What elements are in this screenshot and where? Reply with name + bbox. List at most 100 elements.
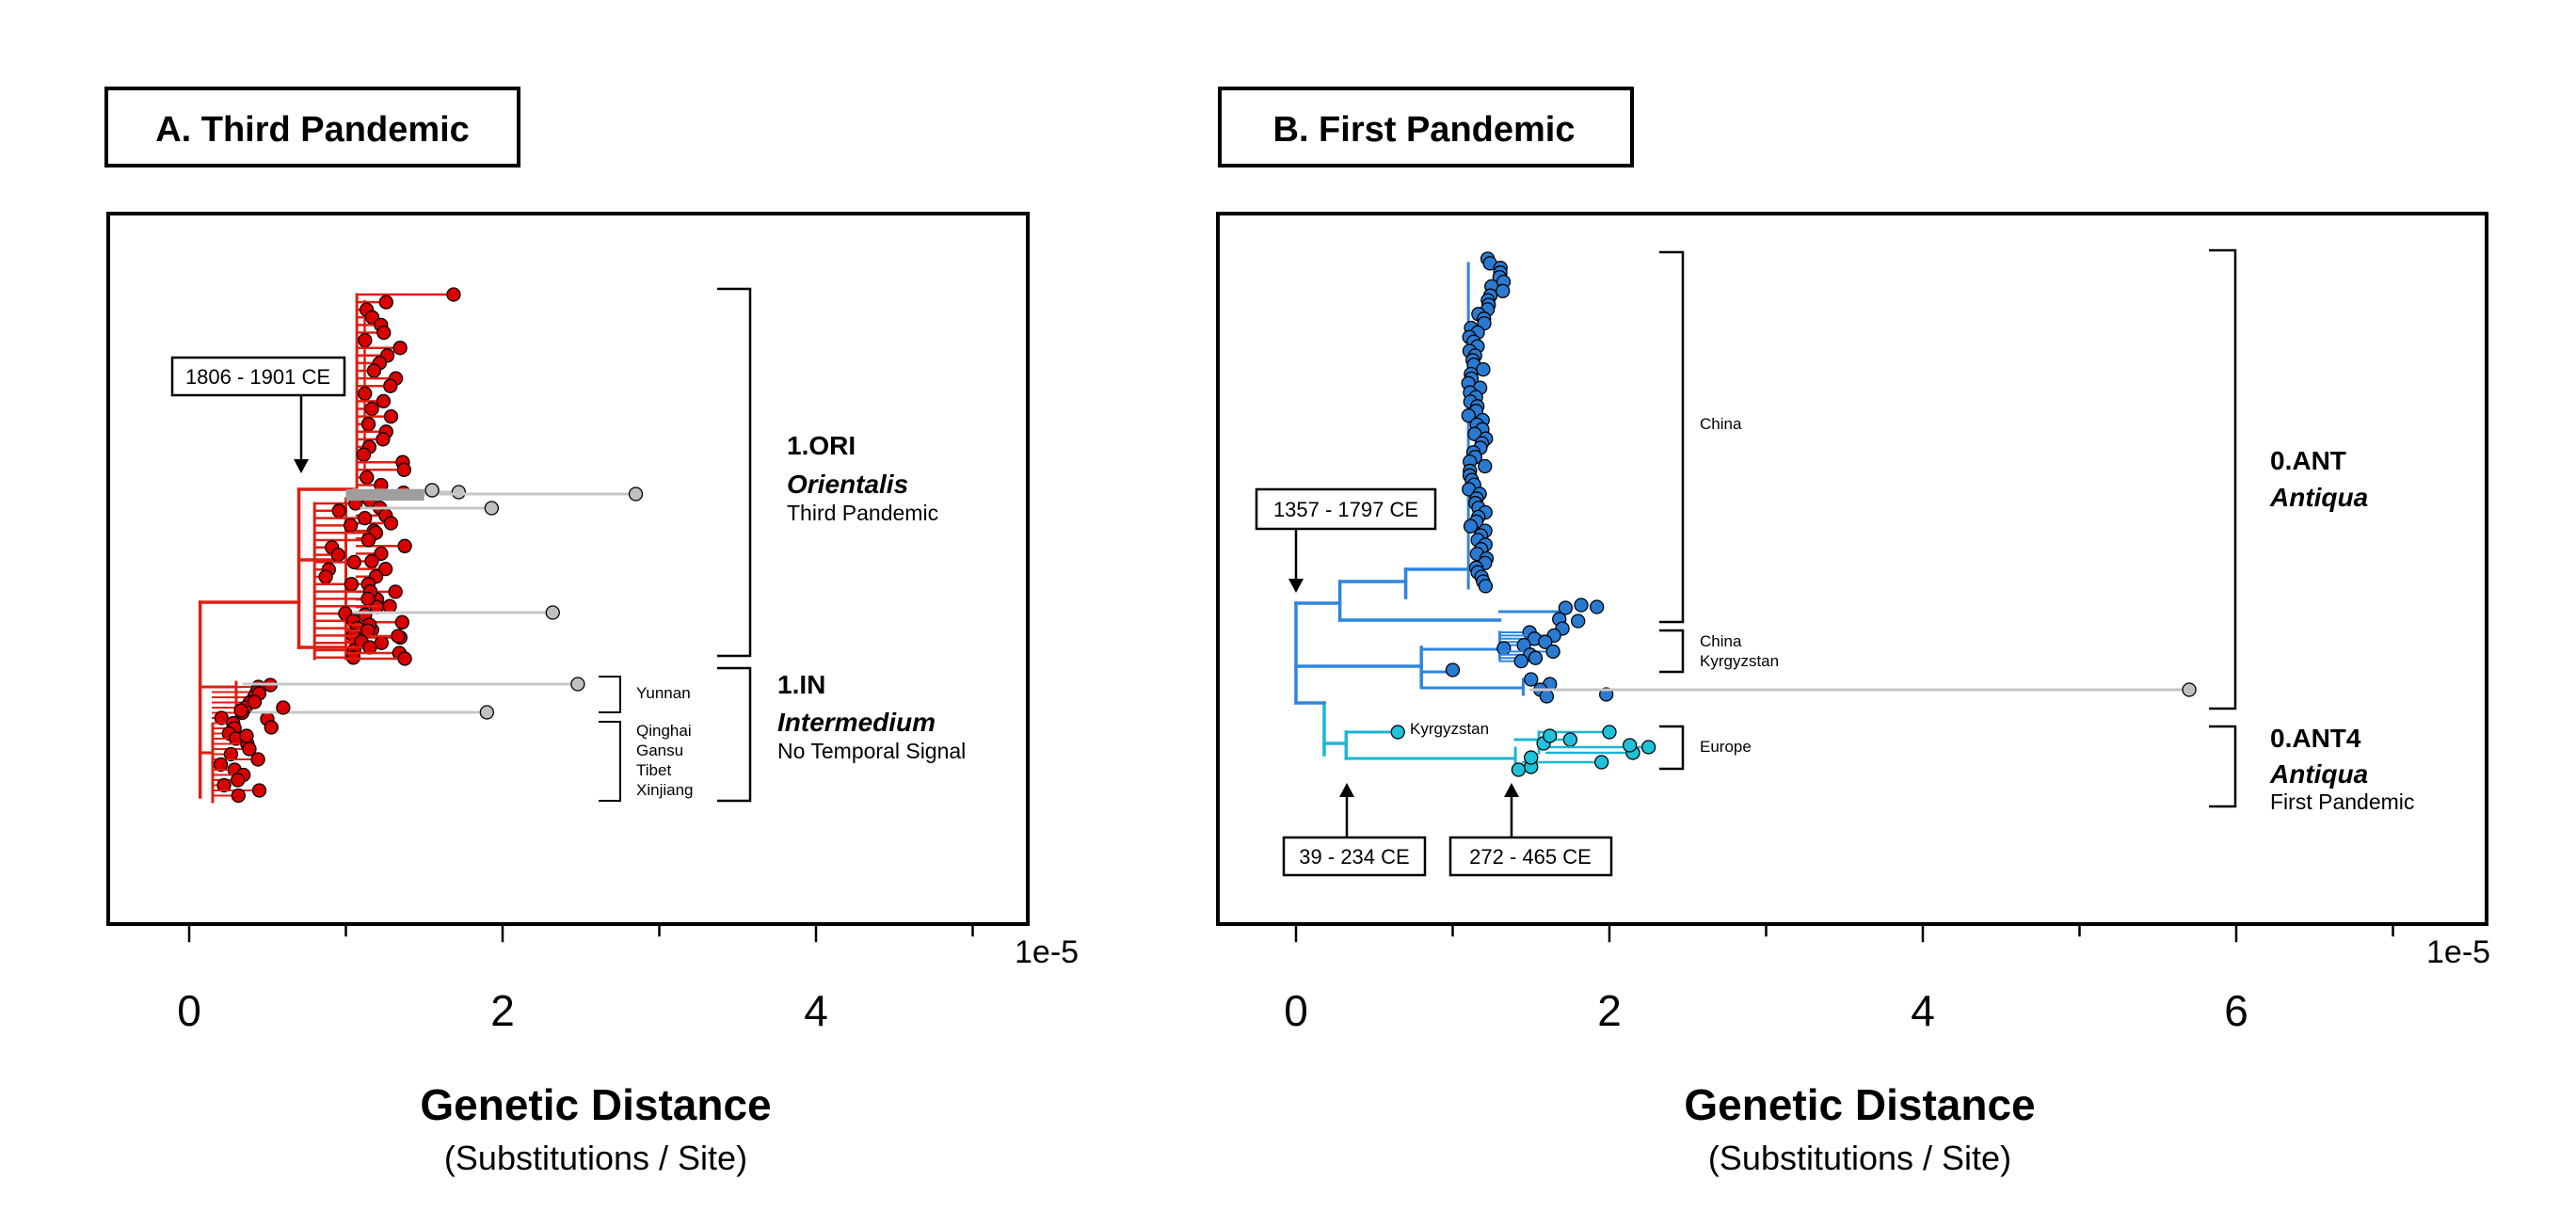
panel-a-clade1-note: Third Pandemic [787, 501, 938, 525]
tip-point [1640, 740, 1656, 755]
panel-b-tree [1294, 251, 2197, 777]
panel-a-region-gansu: Gansu [636, 742, 683, 759]
tip-point [1496, 641, 1512, 656]
tip-point [360, 470, 375, 486]
tip-point [396, 462, 412, 477]
panel-b-date-arrowhead-europe [1504, 783, 1519, 797]
tip-point [330, 547, 345, 563]
panel-b-clade4-code: 0.ANT4 [2270, 724, 2361, 753]
outlier-cluster [345, 489, 424, 501]
panel-a-date-arrowhead [294, 459, 309, 473]
tip-point [382, 598, 397, 614]
panel-a-x-label: Genetic Distance [420, 1080, 771, 1129]
panel-a-x-tick-label: 0 [177, 986, 201, 1035]
panel-b-clade-name: Antiqua [2269, 483, 2368, 512]
panel-a-x-axis: 0 2 4 [177, 922, 974, 1035]
panel-a-bracket-in [717, 666, 752, 803]
tip-point [239, 728, 254, 743]
panel-b-bracket-europe [1659, 725, 1685, 771]
tip-point [446, 287, 461, 302]
panel-a-bracket-ori [717, 287, 752, 658]
panel-b-x-sublabel: (Substitutions / Site) [1708, 1139, 2011, 1177]
tip-point [374, 546, 389, 562]
tip-point [360, 533, 376, 548]
panel-a-x-sublabel: (Substitutions / Site) [444, 1139, 747, 1177]
tip-point [231, 773, 246, 788]
panel-b-x-tick-label: 0 [1284, 986, 1308, 1035]
outlier-point [479, 705, 494, 720]
tip-point [358, 386, 373, 401]
tip-point [1513, 653, 1528, 669]
panel-a-x-tick-label: 4 [804, 986, 828, 1035]
tip-point [343, 518, 359, 534]
panel-b-date-label-ant4: 39 - 234 CE [1299, 845, 1409, 869]
panel-b-x-tick-label: 2 [1597, 986, 1622, 1035]
tip-point [344, 577, 360, 592]
panel-b-date-arrowhead-root [1288, 579, 1304, 593]
tip-point [1543, 728, 1558, 743]
tip-point [1476, 361, 1491, 377]
panel-a-clade1-name: Orientalis [787, 470, 908, 499]
tip-point [394, 614, 409, 630]
tip-point [383, 378, 398, 393]
tip-point [251, 783, 267, 798]
tip-point [376, 393, 392, 409]
tip-point [1496, 283, 1511, 298]
panel-a-tree [198, 287, 644, 804]
panel-b-date-box-ant4 [1282, 836, 1427, 877]
tip-point [276, 700, 291, 715]
tip-point [1622, 738, 1638, 753]
tip-point [1511, 762, 1527, 777]
panel-b-bracket-ant4 [2209, 725, 2237, 808]
panel-a-scale-label: 1e-5 [1015, 934, 1079, 970]
tip-point [358, 510, 373, 526]
panel-b-clade4-name: Antiqua [2269, 759, 2368, 789]
panel-b-plot-frame [1216, 212, 2488, 926]
panel-a-clade2-note: No Temporal Signal [777, 739, 966, 763]
tip-point [364, 553, 379, 569]
panel-b-region-europe: Europe [1700, 738, 1752, 756]
panel-b-clade-code: 0.ANT [2270, 446, 2346, 475]
panel-b-x-tick-label: 4 [1911, 986, 1935, 1035]
tip-point [1590, 599, 1605, 614]
tip-point [356, 447, 372, 462]
panel-b-date-box-root [1255, 487, 1437, 531]
panel-b-date-label-europe: 272 - 465 CE [1469, 845, 1592, 869]
tip-point [1562, 732, 1578, 747]
panel-b-date-box-europe [1448, 836, 1613, 877]
tip-point [1478, 458, 1493, 474]
tip-point [1461, 407, 1476, 423]
panel-b-region-china2: China [1700, 632, 1742, 650]
panel-a-clade2-name: Intermedium [777, 708, 936, 737]
panel-a-date-label: 1806 - 1901 CE [185, 365, 330, 389]
tip-point [1463, 518, 1479, 534]
panel-b-region-kyrgyzstan2: Kyrgyzstan [1700, 652, 1779, 670]
panel-a-title: A. Third Pandemic [155, 110, 470, 150]
tip-point [1524, 750, 1539, 765]
tip-point [1545, 644, 1560, 660]
tip-point [360, 591, 376, 607]
tip-point [264, 720, 279, 735]
panel-b-date-arrowhead-ant4 [1339, 783, 1354, 797]
outlier-point [545, 605, 560, 620]
outlier-point [2182, 682, 2197, 697]
panel-a-region-tibet: Tibet [636, 761, 671, 779]
tip-point [1571, 614, 1586, 629]
tip-point [391, 629, 406, 644]
tip-point [383, 408, 399, 424]
tip-point [397, 538, 412, 553]
tip-point [1602, 725, 1617, 740]
tip-point [346, 554, 361, 570]
tip-point [233, 703, 248, 718]
outlier-point [424, 483, 440, 498]
panel-b: B. First Pandemic 1357 - 1797 CE 39 - 23… [1216, 87, 2490, 1177]
tip-point [383, 516, 399, 531]
tip-point [250, 752, 265, 767]
tip-point [1478, 579, 1494, 594]
panel-a-bracket-qinghai [599, 721, 621, 802]
panel-a-bracket-yunnan [599, 676, 621, 713]
panel-a-region-yunnan: Yunnan [636, 684, 691, 702]
tip-point [397, 651, 412, 666]
tip-point [231, 788, 246, 804]
tip-point [223, 746, 239, 762]
